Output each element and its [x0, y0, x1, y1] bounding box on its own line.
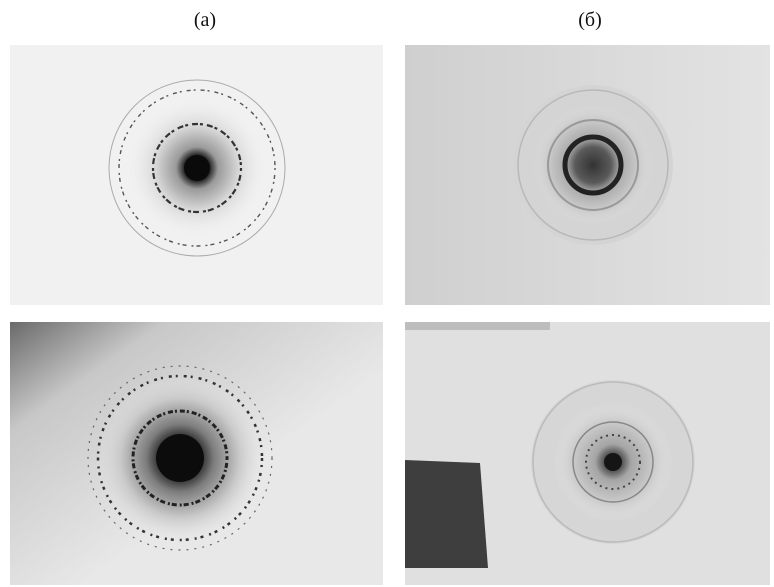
diffraction-panel — [405, 45, 770, 305]
diffraction-panel — [10, 45, 383, 305]
page: (а) (б) (() => { co — [0, 0, 774, 587]
column-label: (б) — [578, 9, 602, 31]
column-label: (а) — [194, 9, 216, 31]
figure: (а) (б) — [0, 0, 774, 587]
diffraction-panel — [405, 322, 770, 585]
diffraction-panel — [10, 322, 383, 585]
